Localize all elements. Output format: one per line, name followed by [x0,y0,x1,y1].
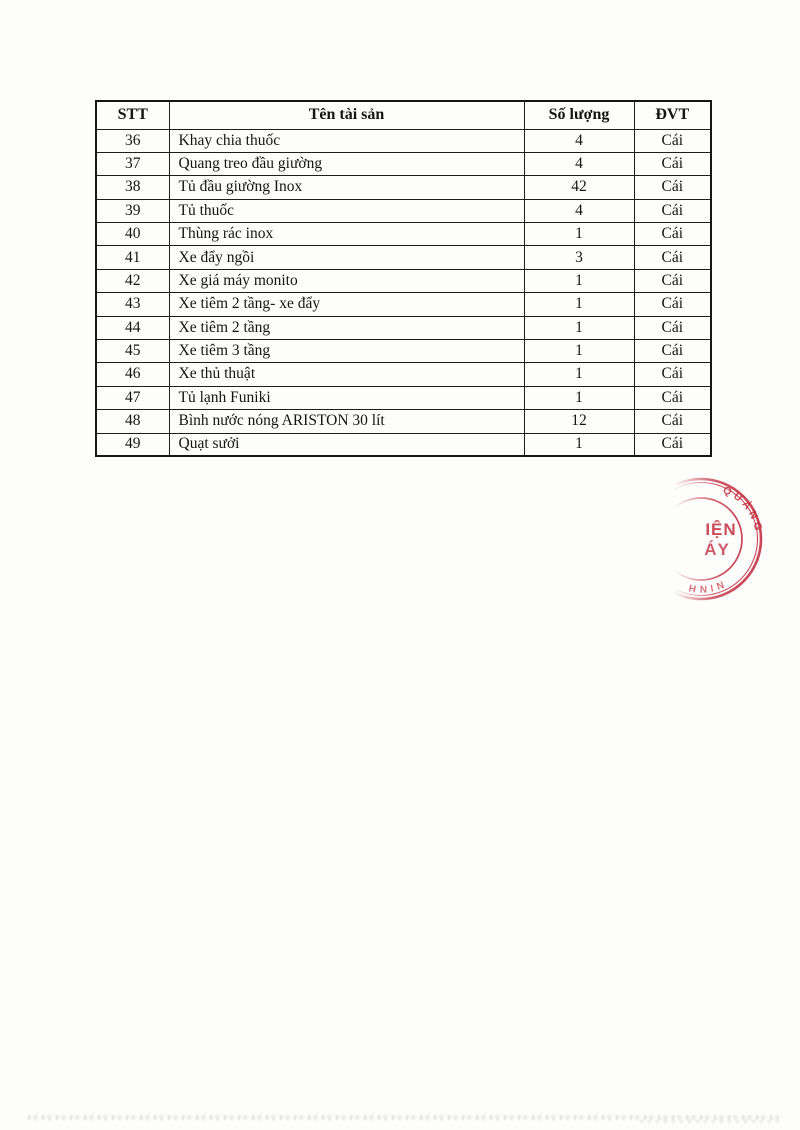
row-qty-cell: 1 [523,268,635,294]
row-name-cell: Xe tiêm 2 tầng- xe đẩy [168,292,525,317]
table-row: 47 Tủ lạnh Funiki 1 Cái [95,385,712,411]
row-qty-cell: 42 [523,175,635,200]
row-name-cell: Xe giá máy monito [168,268,525,294]
row-unit-cell: Cái [633,198,712,224]
table-row: 43 Xe tiêm 2 tầng- xe đẩy 1 Cái [95,292,712,317]
row-stt-cell: 44 [95,315,170,341]
row-unit-cell: Cái [633,432,712,457]
table-row: 41 Xe đẩy ngồi 3 Cái [95,245,712,270]
row-stt-cell: 43 [95,292,170,317]
header-unit: ĐVT [633,100,712,130]
table-row: 44 Xe tiêm 2 tầng 1 Cái [95,315,712,341]
row-name-cell: Xe đẩy ngồi [168,245,525,270]
row-name-cell: Bình nước nóng ARISTON 30 lít [168,409,525,434]
svg-text:NINH: NINH [685,578,725,594]
scan-artifact-bottom-right [640,1120,780,1123]
svg-text:QUẢNG: QUẢNG [721,484,765,535]
row-unit-cell: Cái [633,245,712,270]
row-unit-cell: Cái [633,339,712,364]
header-quantity: Số lượng [523,100,635,130]
official-stamp: QUẢNG NINH IỆN ÁY [621,459,781,619]
header-stt: STT [95,100,170,130]
table-row: 39 Tủ thuốc 4 Cái [95,198,712,224]
row-stt-cell: 41 [95,245,170,270]
row-unit-cell: Cái [633,128,712,153]
row-qty-cell: 1 [523,339,635,364]
asset-table-body: 36 Khay chia thuốc 4 Cái 37 Quang treo đầu gi… [95,128,712,457]
row-unit-cell: Cái [633,151,712,177]
row-stt-cell: 47 [95,385,170,411]
stamp-rim-top-text: QUẢNG [721,484,761,535]
row-qty-cell: 4 [523,151,635,177]
row-qty-cell: 3 [523,245,635,270]
table-row: 49 Quạt sưởi 1 Cái [95,432,712,457]
row-name-cell: Tủ lạnh Funiki [168,385,525,411]
table-row: 36 Khay chia thuốc 4 Cái [95,128,712,153]
row-unit-cell: Cái [633,362,712,387]
row-unit-cell: Cái [633,222,712,247]
table-row: 38 Tủ đầu giường Inox 42 Cái [95,175,712,200]
row-stt-cell: 45 [95,339,170,364]
row-unit-cell: Cái [633,385,712,411]
row-stt-cell: 46 [95,362,170,387]
row-qty-cell: 1 [523,432,635,457]
row-stt-cell: 40 [95,222,170,247]
table-row: 45 Xe tiêm 3 tầng 1 Cái [95,339,712,364]
table-row: 48 Bình nước nóng ARISTON 30 lít 12 Cái [95,409,712,434]
row-unit-cell: Cái [633,268,712,294]
scan-artifact-bottom [28,1115,784,1120]
row-qty-cell: 1 [523,222,635,247]
row-unit-cell: Cái [633,175,712,200]
row-name-cell: Xe tiêm 3 tầng [168,339,525,364]
table-row: 37 Quang treo đầu giường 4 Cái [95,151,712,177]
row-unit-cell: Cái [633,409,712,434]
row-qty-cell: 1 [523,385,635,411]
row-unit-cell: Cái [633,315,712,341]
stamp-rim-bottom-text: NINH [685,578,722,594]
row-stt-cell: 37 [95,151,170,177]
row-name-cell: Quang treo đầu giường [168,151,525,177]
header-asset-name: Tên tài sản [168,100,525,130]
row-unit-cell: Cái [633,292,712,317]
table-row: 40 Thùng rác inox 1 Cái [95,222,712,247]
row-qty-cell: 1 [523,315,635,341]
asset-table: STT Tên tài sản Số lượng ĐVT 36 Khay chia… [95,100,712,458]
row-stt-cell: 38 [95,175,170,200]
table-header-row: STT Tên tài sản Số lượng ĐVT [95,100,712,130]
row-name-cell: Khay chia thuốc [168,128,525,153]
row-stt-cell: 49 [95,432,170,457]
row-name-cell: Quạt sưởi [168,432,525,457]
row-name-cell: Tủ thuốc [168,198,525,224]
stamp-center-line2: ÁY [704,540,730,559]
table-row: 46 Xe thủ thuật 1 Cái [95,362,712,387]
row-qty-cell: 1 [523,292,635,317]
row-qty-cell: 4 [523,128,635,153]
row-qty-cell: 4 [523,198,635,224]
row-qty-cell: 1 [523,362,635,387]
row-qty-cell: 12 [523,409,635,434]
row-stt-cell: 39 [95,198,170,224]
row-name-cell: Xe tiêm 2 tầng [168,315,525,341]
stamp-center-line1: IỆN [705,520,736,539]
table-row: 42 Xe giá máy monito 1 Cái [95,268,712,294]
official-stamp-seal: QUẢNG NINH IỆN ÁY [639,477,765,601]
row-name-cell: Xe thủ thuật [168,362,525,387]
row-stt-cell: 42 [95,268,170,294]
row-stt-cell: 48 [95,409,170,434]
row-name-cell: Tủ đầu giường Inox [168,175,525,200]
row-stt-cell: 36 [95,128,170,153]
row-name-cell: Thùng rác inox [168,222,525,247]
